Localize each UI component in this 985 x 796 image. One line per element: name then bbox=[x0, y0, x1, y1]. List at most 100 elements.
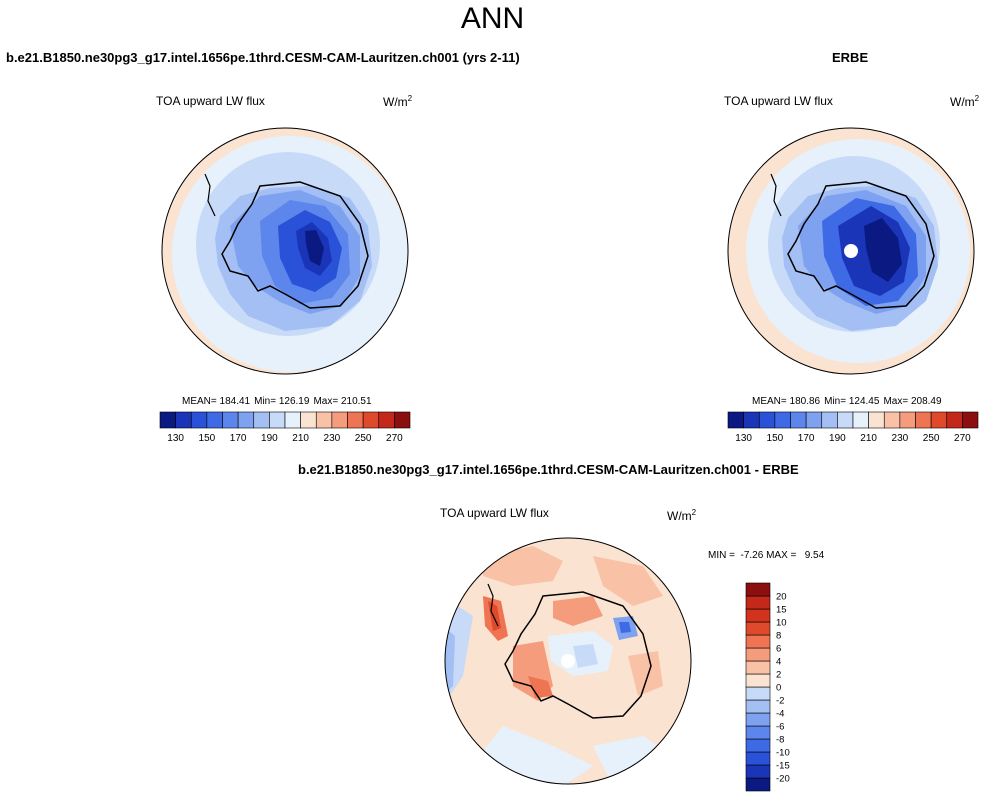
obs-map-border bbox=[727, 127, 975, 375]
diff-colorbar-box bbox=[745, 660, 771, 675]
obs-colorbar: 130 150 170 190 210 230 250 270 bbox=[727, 411, 979, 444]
model-stats: MEAN= 184.41 Min= 126.19 Max= 210.51 bbox=[182, 396, 372, 407]
diff-colorbar-tick-label: 2 bbox=[776, 670, 781, 681]
model-colorbar-box bbox=[315, 411, 333, 429]
obs-colorbar-box bbox=[915, 411, 932, 429]
diff-colorbar-tick-label: 15 bbox=[776, 605, 787, 616]
model-variable-title: TOA upward LW flux bbox=[156, 94, 265, 108]
obs-colorbar-box bbox=[805, 411, 823, 429]
model-colorbar: 130 150 170 190 210 230 250 270 bbox=[159, 411, 411, 444]
diff-colorbar-box bbox=[745, 777, 771, 792]
diff-antarctica-coastline bbox=[504, 591, 652, 719]
model-colorbar-box bbox=[269, 411, 286, 429]
model-colorbar-box bbox=[378, 411, 395, 429]
diff-field-interior-warm bbox=[553, 596, 603, 626]
obs-colorbar-box bbox=[821, 411, 838, 429]
diff-colorbar-box bbox=[745, 673, 771, 688]
diff-peninsula-coastline bbox=[487, 583, 499, 627]
diff-colorbar-box bbox=[745, 647, 771, 662]
model-colorbar-box bbox=[159, 411, 176, 429]
obs-colorbar-tick-label: 130 bbox=[735, 433, 752, 444]
model-units: W/m2 bbox=[383, 94, 413, 109]
diff-polar-map bbox=[444, 537, 692, 785]
diff-pole-hole bbox=[561, 654, 575, 668]
obs-colorbar-box bbox=[743, 411, 760, 429]
diff-colorbar-tick-label: -15 bbox=[776, 761, 790, 772]
diff-case-title: b.e21.B1850.ne30pg3_g17.intel.1656pe.1th… bbox=[298, 462, 799, 477]
obs-colorbar-tick-label: 150 bbox=[767, 433, 784, 444]
model-colorbar-box bbox=[362, 411, 380, 429]
diff-colorbar-box bbox=[745, 751, 771, 766]
diff-colorbar-tick-label: -2 bbox=[776, 696, 784, 707]
diff-colorbar-tick-label: 20 bbox=[776, 592, 787, 603]
obs-colorbar-box bbox=[962, 411, 979, 429]
model-colorbar-box bbox=[300, 411, 317, 429]
obs-colorbar-tick-label: 190 bbox=[829, 433, 846, 444]
model-colorbar-tick-label: 170 bbox=[230, 433, 247, 444]
obs-colorbar-tick-label: 170 bbox=[798, 433, 815, 444]
obs-colorbar-box bbox=[790, 411, 807, 429]
diff-colorbar-box bbox=[745, 725, 771, 740]
diff-colorbar-tick-label: -8 bbox=[776, 735, 784, 746]
obs-colorbar-tick-label: 210 bbox=[860, 433, 877, 444]
model-colorbar-box bbox=[175, 411, 192, 429]
obs-pole-hole bbox=[844, 244, 858, 258]
model-colorbar-box bbox=[394, 411, 411, 429]
diff-colorbar-tick-label: -6 bbox=[776, 722, 784, 733]
model-colorbar-tick-label: 250 bbox=[355, 433, 372, 444]
obs-colorbar-tick-label: 250 bbox=[923, 433, 940, 444]
diff-colorbar-tick-label: 0 bbox=[776, 683, 781, 694]
diff-colorbar-tick-label: -4 bbox=[776, 709, 784, 720]
obs-stats: MEAN= 180.86 Min= 124.45 Max= 208.49 bbox=[752, 396, 942, 407]
diff-minmax: MIN = -7.26 MAX = 9.54 bbox=[708, 550, 825, 561]
model-colorbar-box bbox=[253, 411, 270, 429]
diff-colorbar-box bbox=[745, 582, 771, 597]
model-colorbar-tick-label: 210 bbox=[292, 433, 309, 444]
obs-colorbar-tick-label: 230 bbox=[892, 433, 909, 444]
model-colorbar-tick-label: 270 bbox=[386, 433, 403, 444]
diff-colorbar-tick-label: -20 bbox=[776, 774, 790, 785]
model-colorbar-box bbox=[206, 411, 223, 429]
diff-colorbar-tick-label: 4 bbox=[776, 657, 781, 668]
model-colorbar-box bbox=[190, 411, 208, 429]
diff-colorbar-tick-label: 6 bbox=[776, 644, 781, 655]
model-colorbar-box bbox=[347, 411, 364, 429]
obs-colorbar-box bbox=[727, 411, 744, 429]
diff-colorbar-box bbox=[745, 608, 771, 623]
model-peninsula-coastline bbox=[204, 173, 216, 217]
diff-map-border bbox=[444, 537, 692, 785]
diff-colorbar-box bbox=[745, 712, 771, 727]
diff-colorbar-box bbox=[745, 738, 771, 753]
model-colorbar-box bbox=[222, 411, 239, 429]
obs-colorbar-box bbox=[883, 411, 901, 429]
obs-variable-title: TOA upward LW flux bbox=[724, 94, 833, 108]
obs-peninsula-coastline bbox=[770, 173, 782, 217]
obs-field-dome bbox=[864, 218, 902, 282]
diff-colorbar-box bbox=[745, 621, 771, 636]
diff-colorbar-box bbox=[745, 764, 771, 779]
obs-colorbar-box bbox=[946, 411, 963, 429]
diff-field-east-warm bbox=[628, 651, 663, 696]
model-field-dome-core bbox=[305, 230, 324, 266]
diff-field-ross-hot bbox=[528, 676, 553, 698]
diff-variable-title: TOA upward LW flux bbox=[440, 506, 549, 520]
diff-field-interior-cool-core bbox=[573, 644, 598, 668]
model-colorbar-box bbox=[331, 411, 348, 429]
diff-colorbar-box bbox=[745, 699, 771, 714]
obs-colorbar-box bbox=[852, 411, 869, 429]
obs-colorbar-box bbox=[758, 411, 776, 429]
diff-colorbar-tick-label: -10 bbox=[776, 748, 790, 759]
obs-polar-map bbox=[727, 127, 975, 375]
diff-colorbar-tick-label: 10 bbox=[776, 618, 787, 629]
diff-colorbar-tick-label: 8 bbox=[776, 631, 781, 642]
model-case-title: b.e21.B1850.ne30pg3_g17.intel.1656pe.1th… bbox=[6, 50, 520, 65]
diff-field-blue-patch-core bbox=[619, 622, 631, 633]
diff-units: W/m2 bbox=[667, 508, 697, 523]
model-colorbar-box bbox=[284, 411, 301, 429]
obs-colorbar-box bbox=[930, 411, 948, 429]
obs-units: W/m2 bbox=[950, 94, 980, 109]
model-antarctica-coastline bbox=[221, 181, 369, 309]
model-colorbar-tick-label: 230 bbox=[324, 433, 341, 444]
obs-case-title: ERBE bbox=[832, 50, 869, 65]
obs-colorbar-box bbox=[774, 411, 791, 429]
